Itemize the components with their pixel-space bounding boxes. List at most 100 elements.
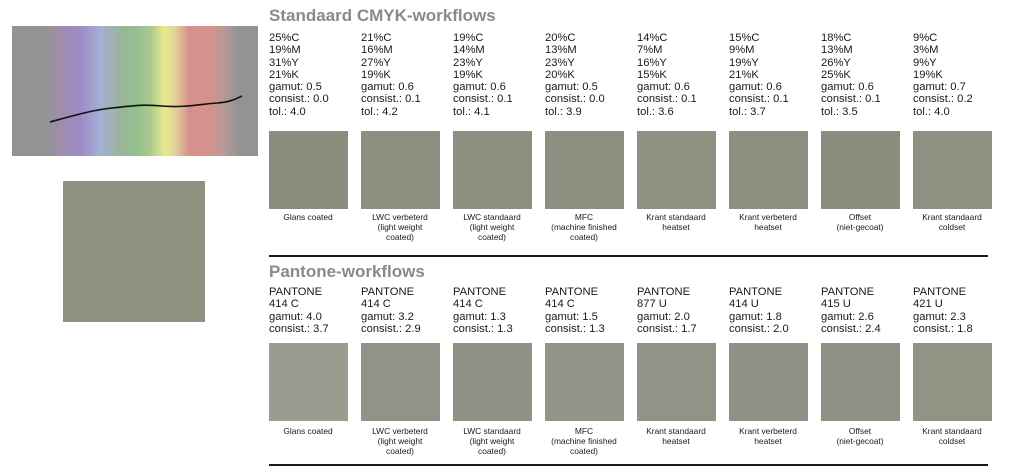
cmyk-values: 21%C 16%M 27%Y 19%K gamut: 0.6 consist.: 0.1 t…	[361, 32, 441, 118]
pantone-value-line: gamut: 4.0	[269, 310, 322, 323]
cmyk-value-line: 13%M	[545, 44, 577, 57]
cmyk-paper-type-caption: Krant standaard coldset	[922, 212, 982, 233]
cmyk-value-line: 19%K	[453, 68, 483, 81]
pantone-value-line: gamut: 2.0	[637, 310, 690, 323]
cmyk-value-line: 21%K	[269, 68, 299, 81]
cmyk-values: 9%C 3%M 9%Y 19%K gamut: 0.7 consist.: 0.2 tol.…	[913, 32, 993, 118]
cmyk-value-line: consist.: 0.0	[269, 93, 329, 106]
pantone-value-line: gamut: 2.6	[821, 310, 874, 323]
cmyk-color-swatch	[545, 131, 624, 209]
pantone-value-line: consist.: 2.4	[821, 322, 881, 335]
pantone-color-swatch	[545, 343, 624, 421]
cmyk-value-line: tol.: 4.1	[453, 105, 490, 118]
pantone-value-line: 414 C	[361, 298, 391, 311]
cmyk-value-line: 9%M	[729, 44, 755, 57]
cmyk-color-swatch	[913, 131, 992, 209]
cmyk-color-swatch	[361, 131, 440, 209]
pantone-value-line: PANTONE	[453, 286, 507, 298]
cmyk-values: 15%C 9%M 19%Y 21%K gamut: 0.6 consist.: 0.1 to…	[729, 32, 809, 118]
pantone-value-line: consist.: 1.7	[637, 322, 697, 335]
cmyk-value-line: consist.: 0.1	[361, 93, 421, 106]
cmyk-value-line: 14%C	[637, 32, 668, 44]
pantone-paper-type-caption: Offset (niet-gecoat)	[836, 426, 884, 447]
cmyk-value-line: gamut: 0.6	[453, 81, 506, 94]
cmyk-value-line: gamut: 0.6	[821, 81, 874, 94]
cmyk-values: 19%C 14%M 23%Y 19%K gamut: 0.6 consist.: 0.1 t…	[453, 32, 533, 118]
cmyk-value-line: 26%Y	[821, 56, 851, 69]
cmyk-value-line: 21%K	[729, 68, 759, 81]
cmyk-value-line: 19%Y	[729, 56, 759, 69]
cmyk-value-line: 23%Y	[453, 56, 483, 69]
cmyk-value-line: 13%M	[821, 44, 853, 57]
cmyk-value-line: 9%C	[913, 32, 938, 44]
cmyk-value-line: 18%C	[821, 32, 852, 44]
cmyk-value-line: 23%Y	[545, 56, 575, 69]
pantone-value-line: consist.: 2.0	[729, 322, 789, 335]
pantone-color-swatch	[913, 343, 992, 421]
pantone-color-swatch	[269, 343, 348, 421]
pantone-value-line: PANTONE	[913, 286, 967, 298]
cmyk-value-line: 25%C	[269, 32, 300, 44]
cmyk-value-line: 16%M	[361, 44, 393, 57]
pantone-paper-type-caption: Krant standaard coldset	[922, 426, 982, 447]
cmyk-value-line: 19%K	[361, 68, 391, 81]
pantone-value-line: 414 U	[729, 298, 759, 311]
target-color-swatch	[63, 181, 205, 322]
cmyk-color-swatch	[729, 131, 808, 209]
pantone-value-line: consist.: 1.8	[913, 322, 973, 335]
cmyk-workflow-column: 20%C 13%M 23%Y 20%K gamut: 0.5 consist.: 0.0 t…	[545, 32, 625, 242]
cmyk-value-line: tol.: 4.0	[269, 105, 306, 118]
cmyk-value-line: 14%M	[453, 44, 485, 57]
measurement-curve	[49, 95, 243, 123]
pantone-paper-type-caption: LWC standaard (light weight coated)	[463, 426, 521, 457]
pantone-value-line: gamut: 1.5	[545, 310, 598, 323]
pantone-value-line: PANTONE	[637, 286, 691, 298]
pantone-value-line: consist.: 2.9	[361, 322, 421, 335]
cmyk-values: 20%C 13%M 23%Y 20%K gamut: 0.5 consist.: 0.0 t…	[545, 32, 625, 118]
cmyk-value-line: 15%K	[637, 68, 667, 81]
cmyk-values: 25%C 19%M 31%Y 21%K gamut: 0.5 consist.: 0.0 t…	[269, 32, 349, 118]
bottom-divider	[269, 464, 988, 466]
cmyk-value-line: 9%Y	[913, 56, 937, 69]
pantone-value-line: 415 U	[821, 298, 851, 311]
section-divider	[269, 255, 988, 257]
pantone-value-line: 414 C	[453, 298, 483, 311]
pantone-value-line: 421 U	[913, 298, 943, 311]
spectrum-preview	[12, 26, 258, 156]
pantone-paper-type-caption: MFC (machine finished coated)	[551, 426, 617, 457]
cmyk-value-line: gamut: 0.6	[361, 81, 414, 94]
cmyk-value-line: 16%Y	[637, 56, 667, 69]
cmyk-value-line: 31%Y	[269, 56, 299, 69]
cmyk-workflow-column: 18%C 13%M 26%Y 25%K gamut: 0.6 consist.: 0.1 t…	[821, 32, 901, 232]
cmyk-value-line: 20%C	[545, 32, 576, 44]
cmyk-color-swatch	[637, 131, 716, 209]
cmyk-value-line: 21%C	[361, 32, 392, 44]
cmyk-value-line: 15%C	[729, 32, 760, 44]
pantone-value-line: PANTONE	[729, 286, 783, 298]
pantone-color-swatch	[361, 343, 440, 421]
cmyk-color-swatch	[453, 131, 532, 209]
pantone-value-line: consist.: 3.7	[269, 322, 329, 335]
cmyk-paper-type-caption: Krant standaard heatset	[646, 212, 706, 233]
cmyk-value-line: consist.: 0.1	[637, 93, 697, 106]
pantone-color-swatch	[821, 343, 900, 421]
cmyk-paper-type-caption: Glans coated	[283, 212, 333, 222]
cmyk-value-line: consist.: 0.1	[453, 93, 513, 106]
pantone-value-line: 414 C	[545, 298, 575, 311]
pantone-paper-type-caption: LWC verbeterd (light weight coated)	[372, 426, 428, 457]
cmyk-paper-type-caption: Offset (niet-gecoat)	[836, 212, 884, 233]
cmyk-value-line: gamut: 0.6	[729, 81, 782, 94]
cmyk-value-line: gamut: 0.5	[269, 81, 322, 94]
pantone-paper-type-caption: Krant verbeterd heatset	[739, 426, 797, 447]
cmyk-value-line: tol.: 3.9	[545, 105, 582, 118]
